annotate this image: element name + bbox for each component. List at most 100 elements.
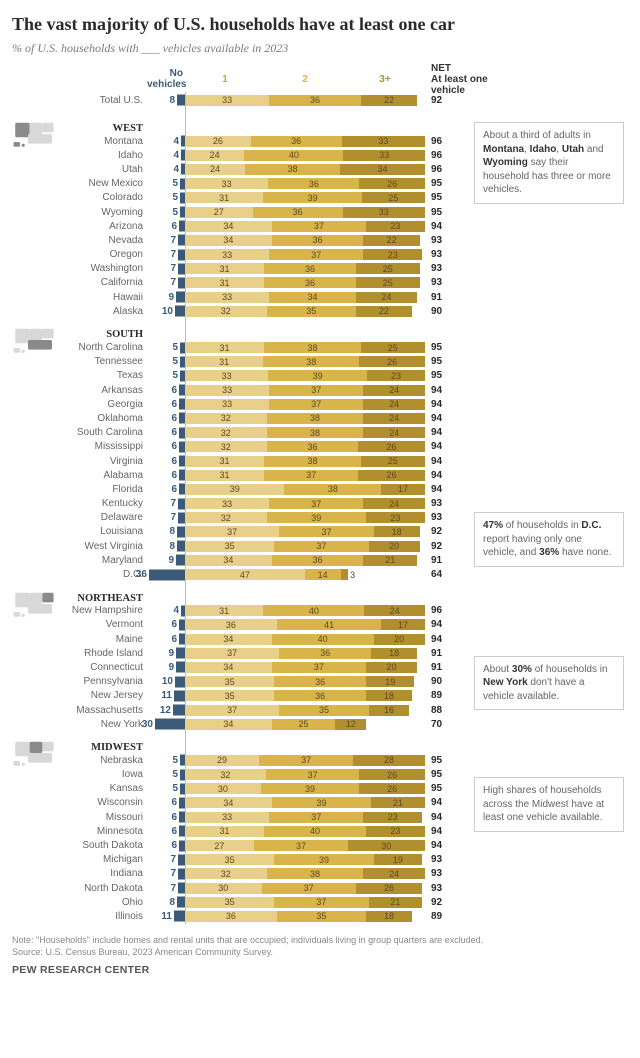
stacked-bar: 293728	[185, 755, 425, 766]
net-value: 89	[425, 911, 465, 922]
row-label: Total U.S.	[12, 95, 147, 106]
data-row: Hawaii933342491	[12, 290, 628, 304]
data-row: Oregon733372393	[12, 248, 628, 262]
data-row: South Dakota627373094	[12, 838, 628, 852]
no-vehicles-cell: 9	[147, 555, 185, 566]
legend-net: NET At least one vehicle	[425, 63, 515, 96]
stacked-bar: 323923	[185, 512, 425, 523]
row-label: Oregon	[12, 249, 147, 260]
no-vehicles-cell: 9	[147, 662, 185, 673]
row-label: Maryland	[12, 555, 147, 566]
stacked-bar: 244033	[185, 150, 425, 161]
row-label: Ohio	[12, 897, 147, 908]
stacked-bar: 313726	[185, 470, 425, 481]
no-vehicles-cell: 7	[147, 263, 185, 274]
callout: About a third of adults in Montana, Idah…	[474, 122, 624, 204]
stacked-bar: 313625	[185, 263, 425, 274]
no-vehicles-cell: 5	[147, 783, 185, 794]
data-row: Alabama631372694	[12, 468, 628, 482]
stacked-bar: 313825	[185, 342, 425, 353]
data-row: Indiana732382493	[12, 867, 628, 881]
no-vehicles-cell: 10	[147, 676, 185, 687]
no-vehicles-cell: 8	[147, 526, 185, 537]
stacked-bar: 323824	[185, 427, 425, 438]
data-row: North Carolina531382595	[12, 340, 628, 354]
footnote: Note: "Households" include homes and ren…	[12, 934, 628, 958]
no-vehicles-cell: 8	[147, 897, 185, 908]
region-block: MIDWEST Nebraska529372895Iowa532372695Ka…	[12, 735, 628, 923]
data-row: D.C.364714364	[12, 567, 628, 581]
region-block: NORTHEAST New Hampshire431402496Vermont6…	[12, 586, 628, 732]
net-value: 92	[425, 526, 465, 537]
net-value: 93	[425, 883, 465, 894]
stacked-bar: 323726	[185, 769, 425, 780]
stacked-bar: 313826	[185, 356, 425, 367]
net-value: 94	[425, 427, 465, 438]
legend-seg-three_plus: 3+	[345, 74, 425, 85]
data-row: New Hampshire431402496	[12, 604, 628, 618]
net-value: 90	[425, 676, 465, 687]
row-label: Rhode Island	[12, 648, 147, 659]
net-value: 95	[425, 178, 465, 189]
row-label: Vermont	[12, 619, 147, 630]
row-label: Colorado	[12, 192, 147, 203]
no-vehicles-cell: 6	[147, 619, 185, 630]
row-label: Michigan	[12, 854, 147, 865]
row-label: Nevada	[12, 235, 147, 246]
stacked-bar: 343921	[185, 797, 425, 808]
data-row: Ohio835372192	[12, 895, 628, 909]
data-row: Washington731362593	[12, 262, 628, 276]
net-value: 96	[425, 164, 465, 175]
net-value: 91	[425, 662, 465, 673]
net-value: 94	[425, 413, 465, 424]
data-row: Total U.S.833362292	[12, 92, 628, 108]
no-vehicles-cell: 7	[147, 235, 185, 246]
stacked-bar: 344020	[185, 634, 425, 645]
callout: About 30% of households in New York don'…	[474, 656, 624, 711]
net-value: 90	[425, 306, 465, 317]
data-row: Nevada734362293	[12, 233, 628, 247]
stacked-bar: 263633	[185, 136, 425, 147]
row-label: North Dakota	[12, 883, 147, 894]
net-value: 91	[425, 292, 465, 303]
row-label: Maine	[12, 634, 147, 645]
row-label: Pennsylvania	[12, 676, 147, 687]
net-value: 95	[425, 755, 465, 766]
data-row: Arkansas633372494	[12, 383, 628, 397]
row-label: Washington	[12, 263, 147, 274]
no-vehicles-cell: 4	[147, 164, 185, 175]
data-row: Oklahoma632382494	[12, 411, 628, 425]
no-vehicles-cell: 6	[147, 456, 185, 467]
stacked-bar: 393817	[185, 484, 425, 495]
row-label: Kentucky	[12, 498, 147, 509]
no-vehicles-cell: 12	[147, 705, 185, 716]
no-vehicles-cell: 11	[147, 690, 185, 701]
net-value: 89	[425, 690, 465, 701]
stacked-bar: 323626	[185, 441, 425, 452]
row-label: Virginia	[12, 456, 147, 467]
row-label: South Carolina	[12, 427, 147, 438]
stacked-bar: 364117	[185, 619, 425, 630]
no-vehicles-cell: 5	[147, 356, 185, 367]
row-label: Connecticut	[12, 662, 147, 673]
stacked-bar: 333724	[185, 498, 425, 509]
row-label: Oklahoma	[12, 413, 147, 424]
row-label: Florida	[12, 484, 147, 495]
legend-no-vehicles: No vehicles	[147, 68, 185, 90]
data-row: South Carolina632382494	[12, 426, 628, 440]
net-value: 95	[425, 370, 465, 381]
net-value: 92	[425, 541, 465, 552]
net-value: 93	[425, 498, 465, 509]
source-attribution: PEW RESEARCH CENTER	[12, 964, 628, 976]
row-label: Arkansas	[12, 385, 147, 396]
row-label: Missouri	[12, 812, 147, 823]
no-vehicles-cell: 6	[147, 221, 185, 232]
net-value: 94	[425, 634, 465, 645]
no-vehicles-cell: 6	[147, 427, 185, 438]
net-value: 93	[425, 277, 465, 288]
stacked-bar: 333723	[185, 249, 425, 260]
row-label: South Dakota	[12, 840, 147, 851]
no-vehicles-cell: 30	[147, 719, 185, 730]
row-label: Louisiana	[12, 526, 147, 537]
data-row: Mississippi632362694	[12, 440, 628, 454]
